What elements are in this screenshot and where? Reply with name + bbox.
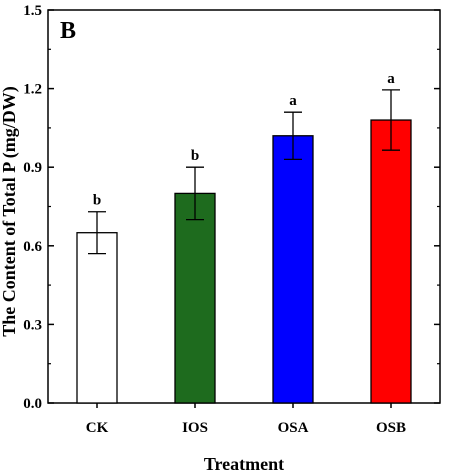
bar-ios (174, 192, 216, 404)
bar-osa (272, 135, 314, 404)
significance-label-osb: a (387, 71, 395, 87)
significance-labels-group: b b a a (93, 71, 395, 209)
significance-label-ios: b (191, 148, 199, 164)
bars-group (76, 119, 412, 404)
panel-label: B (60, 18, 76, 44)
y-tick-label: 0.3 (23, 317, 42, 333)
y-axis-title-group: The Content of Total P (mg/DW) (0, 86, 20, 337)
bar-ck (76, 232, 118, 404)
x-tick-label-osa: OSA (278, 420, 309, 436)
y-tick-label: 1.5 (23, 3, 42, 19)
x-tick-label-ios: IOS (182, 420, 208, 436)
x-tick-label-ck: CK (86, 420, 109, 436)
ticks-group: 0.0 0.3 0.6 0.9 1.2 1.5 CK IOS OSA OSB (23, 3, 440, 436)
y-tick-label: 0.6 (23, 239, 42, 255)
y-tick-label: 1.2 (23, 82, 42, 98)
y-tick-label: 0.0 (23, 396, 42, 412)
y-tick-label: 0.9 (23, 160, 42, 176)
x-axis-title: Treatment (204, 454, 284, 474)
y-axis-title: The Content of Total P (mg/DW) (0, 86, 20, 337)
x-tick-label-osb: OSB (376, 420, 406, 436)
significance-label-ck: b (93, 193, 101, 209)
bar-osb (370, 119, 412, 404)
error-bars-group (88, 89, 400, 255)
significance-label-osa: a (289, 93, 297, 109)
